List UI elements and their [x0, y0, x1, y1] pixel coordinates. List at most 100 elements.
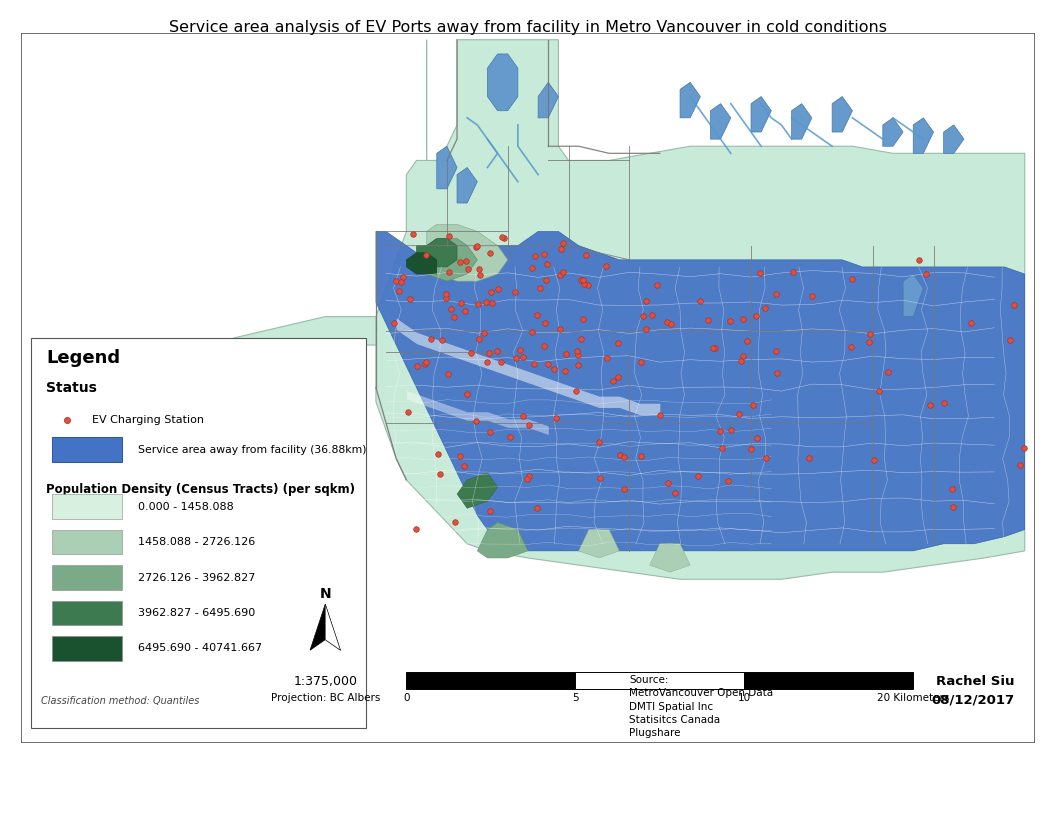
Point	[539, 258, 555, 271]
Text: Population Density (Census Tracts) (per sqkm): Population Density (Census Tracts) (per …	[46, 483, 356, 496]
Point	[568, 344, 585, 357]
Point	[468, 415, 485, 428]
Point	[918, 268, 935, 281]
Point	[452, 296, 469, 309]
Point	[471, 263, 488, 276]
Point	[731, 407, 748, 420]
Point	[535, 248, 552, 261]
Point	[742, 442, 759, 455]
Point	[524, 261, 541, 274]
Point	[523, 326, 540, 339]
Point	[482, 246, 498, 259]
Polygon shape	[416, 238, 477, 281]
Point	[554, 237, 571, 250]
Point	[962, 317, 979, 330]
Point	[470, 298, 487, 311]
Point	[416, 357, 433, 370]
FancyBboxPatch shape	[52, 636, 122, 661]
Polygon shape	[792, 104, 812, 139]
Point	[392, 276, 409, 289]
Point	[502, 431, 518, 444]
Polygon shape	[680, 82, 700, 118]
Point	[508, 352, 525, 365]
Point	[437, 291, 454, 304]
Point	[880, 366, 897, 379]
Point	[578, 249, 595, 262]
Text: Classification method: Quantiles: Classification method: Quantiles	[41, 696, 200, 707]
Point	[400, 406, 417, 419]
Polygon shape	[944, 125, 964, 153]
Text: EV Charging Station: EV Charging Station	[92, 415, 204, 424]
Point	[388, 274, 404, 287]
Point	[422, 332, 439, 345]
Point	[739, 335, 756, 348]
Point	[722, 314, 739, 327]
Polygon shape	[204, 317, 376, 508]
Point	[633, 356, 649, 369]
Polygon shape	[913, 118, 934, 153]
Text: 20 Kilometers: 20 Kilometers	[878, 693, 949, 703]
Point	[612, 449, 629, 462]
Point	[477, 295, 494, 308]
Point	[525, 357, 542, 370]
Text: Service area away from facility (36.88km): Service area away from facility (36.88km…	[137, 445, 366, 455]
Point	[722, 423, 739, 436]
Point	[483, 286, 499, 299]
Point	[652, 409, 668, 422]
Point	[515, 410, 532, 423]
Point	[440, 265, 457, 278]
Point	[734, 349, 751, 362]
Polygon shape	[649, 543, 691, 572]
Point	[748, 309, 765, 322]
Point	[475, 326, 492, 339]
Point	[408, 522, 425, 535]
Point	[574, 313, 591, 326]
Point	[598, 259, 615, 273]
Point	[515, 350, 532, 363]
Point	[748, 432, 765, 445]
Point	[409, 359, 426, 372]
Text: Service area analysis of EV Ports away from facility in Metro Vancouver in cold : Service area analysis of EV Ports away f…	[169, 20, 887, 35]
Point	[482, 504, 498, 517]
Point	[521, 469, 538, 482]
Polygon shape	[832, 96, 852, 132]
FancyBboxPatch shape	[744, 672, 913, 690]
FancyBboxPatch shape	[52, 530, 122, 554]
Point	[616, 450, 633, 463]
Point	[567, 385, 584, 398]
Point	[418, 355, 435, 368]
Point	[438, 287, 455, 300]
Point	[574, 273, 591, 286]
Point	[804, 290, 821, 303]
Point	[644, 308, 661, 322]
Point	[1016, 441, 1033, 455]
Point	[458, 255, 475, 268]
Point	[432, 468, 449, 481]
Text: 1:375,000: 1:375,000	[294, 675, 357, 688]
Point	[659, 316, 676, 329]
Text: 3962.827 - 6495.690: 3962.827 - 6495.690	[137, 608, 254, 618]
Point	[580, 278, 597, 291]
Point	[554, 266, 571, 279]
Point	[800, 452, 817, 465]
Point	[570, 348, 587, 361]
Text: Rachel Siu
08/12/2017: Rachel Siu 08/12/2017	[931, 675, 1015, 706]
Text: 0.000 - 1458.088: 0.000 - 1458.088	[137, 502, 233, 512]
Point	[394, 271, 411, 284]
Point	[935, 397, 951, 410]
Point	[648, 279, 665, 292]
Polygon shape	[457, 472, 497, 508]
Point	[455, 459, 472, 472]
Point	[638, 323, 655, 336]
Point	[472, 268, 489, 282]
Point	[922, 399, 939, 412]
FancyBboxPatch shape	[52, 437, 122, 462]
FancyBboxPatch shape	[52, 601, 122, 625]
Text: Legend: Legend	[46, 348, 120, 366]
Text: 0: 0	[403, 693, 410, 703]
Polygon shape	[407, 253, 437, 274]
Point	[945, 500, 962, 513]
Text: N: N	[319, 587, 332, 601]
Point	[451, 450, 468, 463]
Point	[862, 327, 879, 340]
